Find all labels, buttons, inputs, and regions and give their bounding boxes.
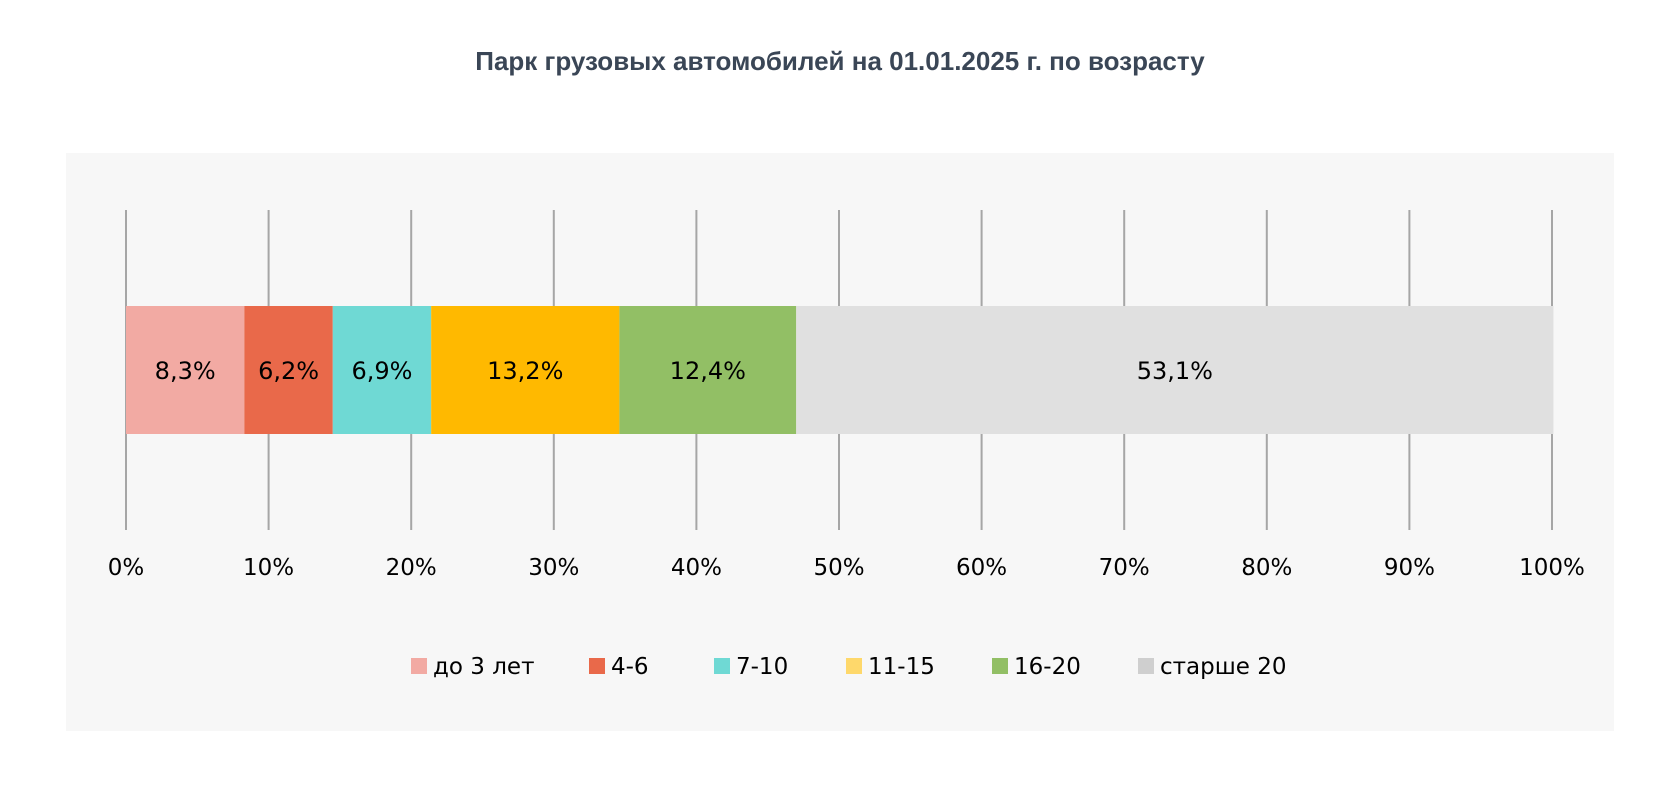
x-tick-label: 90% <box>1384 555 1435 581</box>
chart-title: Парк грузовых автомобилей на 01.01.2025 … <box>475 46 1205 76</box>
x-tick-label: 60% <box>956 555 1007 581</box>
x-tick-label: 0% <box>108 555 145 581</box>
bar-segment <box>619 306 797 434</box>
x-tick-label: 100% <box>1519 555 1585 581</box>
data-label: 12,4% <box>670 357 746 385</box>
data-label: 53,1% <box>1137 357 1213 385</box>
legend-label: 11-15 <box>868 654 935 680</box>
bar-segment <box>796 306 1554 434</box>
x-tick-label: 80% <box>1241 555 1292 581</box>
legend-swatch <box>992 658 1008 674</box>
x-tick-label: 20% <box>386 555 437 581</box>
x-tick-label: 40% <box>671 555 722 581</box>
bar-segment <box>332 306 432 434</box>
legend-swatch <box>411 658 427 674</box>
x-tick-label: 30% <box>528 555 579 581</box>
legend-swatch <box>1138 658 1154 674</box>
x-tick-label: 10% <box>243 555 294 581</box>
legend-swatch <box>714 658 730 674</box>
data-label: 6,9% <box>351 357 412 385</box>
legend-label: до 3 лет <box>433 654 534 680</box>
data-label: 8,3% <box>155 357 216 385</box>
bar-segment <box>244 306 333 434</box>
legend-label: 4-6 <box>611 654 649 680</box>
x-tick-label: 70% <box>1099 555 1150 581</box>
legend-swatch <box>846 658 862 674</box>
legend-label: старше 20 <box>1160 654 1287 680</box>
data-label: 13,2% <box>487 357 563 385</box>
legend-label: 16-20 <box>1014 654 1081 680</box>
bar-segment <box>431 306 620 434</box>
legend-swatch <box>589 658 605 674</box>
bar-segment <box>126 306 245 434</box>
x-tick-label: 50% <box>813 555 864 581</box>
legend-label: 7-10 <box>736 654 788 680</box>
data-label: 6,2% <box>258 357 319 385</box>
